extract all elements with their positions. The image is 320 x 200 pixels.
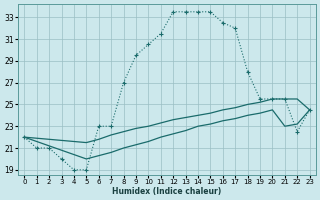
X-axis label: Humidex (Indice chaleur): Humidex (Indice chaleur)	[112, 187, 221, 196]
